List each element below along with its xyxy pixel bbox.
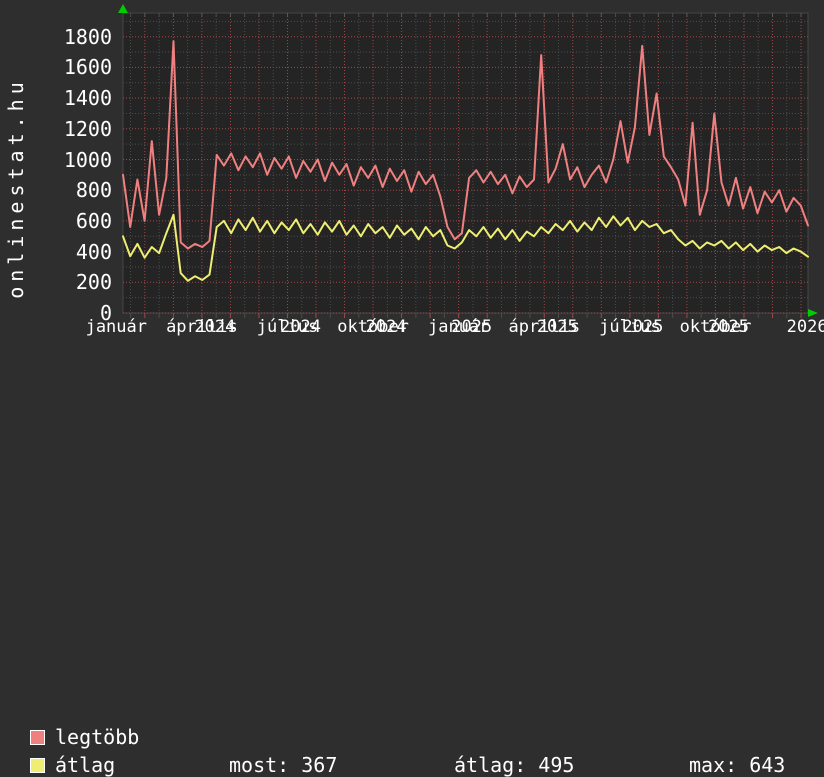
legend-swatch-atlag-icon [30, 757, 45, 773]
x-axis-label-year-4: 2025 [451, 317, 493, 337]
y-axis-label-0: 0 [99, 301, 112, 325]
x-axis-label-year-3: 2024 [365, 317, 407, 337]
y-axis-label-1000: 1000 [63, 147, 112, 172]
legend-row-atlag: átlag [30, 754, 115, 776]
stat-max-label: max: [689, 753, 738, 777]
x-axis-label-year-7: 2025 [708, 317, 749, 337]
x-axis-label-month-4: január [427, 317, 490, 337]
stat-most-space [289, 753, 301, 777]
page-root: 0 200 400 600 800 1000 1200 1400 1600 1800 január… [0, 4, 824, 776]
stat-most-label: most: [229, 753, 290, 777]
legend-row-legtobb: legtöbb [30, 726, 139, 748]
y-axis-label-1600: 1600 [63, 55, 112, 80]
y-axis-arrow-icon [118, 4, 128, 13]
legend: legtöbb átlag most: 367 átlag: 495 max: … [0, 360, 824, 776]
y-axis-label-600: 600 [75, 208, 112, 233]
stat-most-value: 367 [301, 753, 338, 777]
legend-label-atlag: átlag [55, 753, 116, 777]
x-axis-label-year-8: 2026 [786, 317, 824, 337]
stat-max-space [737, 753, 749, 777]
stat-max: max: 643 [689, 754, 785, 776]
x-axis-label-month-0: január [85, 317, 148, 337]
x-axis-arrow-icon [808, 309, 818, 317]
x-axis-label-month-1: április [166, 317, 238, 337]
x-axis-label-month-6: július [599, 317, 661, 337]
x-axis-label-year-6: 2025 [622, 317, 664, 337]
stat-max-value: 643 [749, 753, 786, 777]
plot-background [122, 12, 809, 314]
stat-atlag: átlag: 495 [454, 754, 574, 776]
chart-plot-area [118, 4, 818, 318]
y-axis-label-1800: 1800 [63, 24, 112, 49]
y-axis-label-200: 200 [75, 270, 112, 295]
x-axis-label-month-2: július [256, 317, 319, 337]
site-label: onlinestat.hu [4, 77, 28, 299]
x-axis-label-month-7: október [679, 317, 752, 337]
x-axis-label-year-2: 2024 [280, 317, 321, 337]
x-axis-label-month-3: október [337, 317, 409, 337]
y-axis-label-1200: 1200 [63, 116, 112, 141]
stat-atlag-label: átlag: [454, 753, 527, 777]
x-axis-label-month-5: április [508, 317, 581, 337]
stat-atlag-value: 495 [538, 753, 575, 777]
y-axis-label-400: 400 [75, 239, 112, 264]
stat-most: most: 367 [229, 754, 337, 776]
x-axis-label-year-5: 2025 [536, 317, 578, 337]
legend-swatch-legtobb-icon [30, 729, 45, 745]
legend-label-legtobb: legtöbb [55, 725, 140, 749]
y-axis-label-1400: 1400 [63, 86, 112, 111]
stat-atlag-space [526, 753, 538, 777]
series-line-atlag [122, 213, 809, 282]
series-line-legtobb [122, 40, 809, 250]
y-axis-label-800: 800 [75, 178, 112, 203]
x-axis-label-year-1: 2024 [194, 317, 236, 337]
